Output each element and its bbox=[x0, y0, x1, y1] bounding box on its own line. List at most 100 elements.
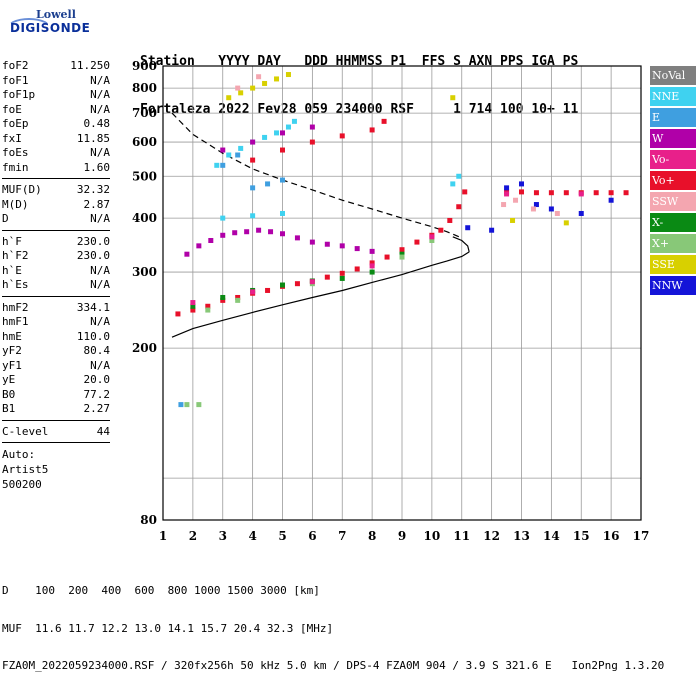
data-point bbox=[280, 130, 285, 136]
data-point bbox=[608, 190, 614, 196]
data-point bbox=[232, 230, 238, 236]
data-point bbox=[208, 237, 214, 243]
autoscaling-text: 500200 bbox=[2, 478, 42, 491]
param-row: B0 77.2 bbox=[2, 388, 110, 403]
y-tick-label: 700 bbox=[132, 106, 157, 120]
data-point bbox=[294, 235, 300, 241]
divider bbox=[2, 295, 110, 297]
param-label: yE bbox=[2, 373, 16, 386]
profile-curve bbox=[452, 236, 470, 253]
x-tick-label: 13 bbox=[513, 529, 530, 543]
legend-item: SSE bbox=[650, 255, 696, 274]
param-value: N/A bbox=[90, 315, 110, 328]
param-label: B1 bbox=[2, 402, 16, 415]
x-tick-label: 9 bbox=[398, 529, 406, 543]
data-point bbox=[256, 227, 262, 233]
data-point bbox=[265, 181, 271, 187]
param-value: 230.0 bbox=[76, 234, 110, 248]
data-point bbox=[354, 246, 360, 252]
data-point bbox=[280, 147, 285, 153]
x-tick-label: 5 bbox=[278, 529, 286, 543]
data-point bbox=[184, 251, 190, 257]
param-label: fxI bbox=[2, 131, 22, 145]
data-point bbox=[190, 300, 196, 306]
data-point bbox=[190, 307, 196, 313]
param-value: 2.87 bbox=[83, 197, 111, 211]
param-row: h`F2 230.0 bbox=[2, 249, 110, 264]
divider bbox=[2, 229, 110, 231]
param-row: foEs N/A bbox=[2, 146, 110, 161]
data-point bbox=[196, 243, 202, 249]
data-point bbox=[530, 206, 536, 212]
footer-muf-line: MUF 11.6 11.7 12.2 13.0 14.1 15.7 20.4 3… bbox=[2, 621, 334, 635]
data-point bbox=[533, 190, 539, 196]
data-point bbox=[369, 263, 375, 269]
digisonde-logo: Lowell DIGISONDE bbox=[6, 8, 90, 42]
x-tick-label: 2 bbox=[189, 529, 197, 543]
data-point bbox=[235, 297, 241, 303]
data-point bbox=[226, 95, 232, 101]
legend: NoVal NNE E W Vo- Vo+ SSW X- X+ SSE NNW bbox=[650, 66, 696, 297]
legend-item: Vo+ bbox=[650, 171, 696, 190]
data-point bbox=[184, 402, 190, 408]
data-point bbox=[554, 210, 560, 216]
divider bbox=[2, 442, 110, 443]
param-label: B0 bbox=[2, 387, 16, 401]
data-point bbox=[339, 270, 345, 276]
ionogram-chart: 1 2 3 4 5 6 7 8 9 10 11 12 13 14 15 16 17802003004005006… bbox=[132, 59, 649, 543]
param-label: yF2 bbox=[2, 344, 22, 357]
param-value: 32.32 bbox=[76, 183, 110, 196]
legend-item: W bbox=[650, 129, 696, 148]
param-row: B1 2.27 bbox=[2, 402, 110, 417]
data-point bbox=[519, 189, 524, 195]
param-label: foF1 bbox=[2, 73, 29, 87]
param-value: N/A bbox=[90, 88, 110, 101]
data-point bbox=[250, 85, 256, 91]
param-value: 110.0 bbox=[76, 329, 110, 343]
data-point bbox=[235, 294, 241, 300]
param-row: h`E N/A bbox=[2, 264, 110, 279]
data-point bbox=[250, 289, 256, 295]
data-point bbox=[593, 190, 599, 196]
param-row: yF1 N/A bbox=[2, 359, 110, 374]
data-point bbox=[450, 95, 456, 101]
data-point bbox=[309, 139, 315, 145]
data-point bbox=[262, 134, 268, 140]
data-point bbox=[369, 248, 375, 254]
divider bbox=[2, 178, 110, 179]
data-point bbox=[414, 239, 420, 245]
data-point bbox=[280, 231, 285, 237]
param-row: hmF1 N/A bbox=[2, 315, 110, 330]
data-point bbox=[205, 303, 211, 309]
y-tick-label: 200 bbox=[132, 341, 157, 355]
param-value: 80.4 bbox=[83, 344, 111, 357]
data-point bbox=[291, 118, 297, 124]
data-point bbox=[510, 217, 516, 223]
param-value: N/A bbox=[90, 278, 110, 291]
x-tick-label: 14 bbox=[543, 529, 560, 543]
param-label: hmF1 bbox=[2, 315, 29, 328]
y-tick-label: 800 bbox=[132, 81, 157, 95]
data-point bbox=[244, 229, 250, 235]
data-point bbox=[623, 190, 629, 196]
param-label: M(D) bbox=[2, 197, 29, 211]
data-point bbox=[381, 118, 387, 124]
data-point bbox=[238, 145, 244, 151]
data-point bbox=[274, 130, 280, 136]
data-point bbox=[178, 402, 184, 408]
data-point bbox=[339, 243, 345, 249]
data-point bbox=[501, 202, 507, 208]
data-point bbox=[220, 232, 226, 238]
data-point bbox=[262, 80, 268, 86]
param-label: fmin bbox=[2, 160, 29, 174]
data-point bbox=[548, 206, 554, 212]
legend-item: X+ bbox=[650, 234, 696, 253]
param-label: yF1 bbox=[2, 358, 22, 372]
data-point bbox=[220, 294, 226, 300]
profile-curve bbox=[171, 251, 470, 338]
data-point bbox=[324, 274, 330, 280]
data-point bbox=[578, 191, 584, 197]
param-row: foE N/A bbox=[2, 103, 110, 118]
data-point bbox=[280, 210, 285, 216]
param-label: h`Es bbox=[2, 278, 29, 291]
